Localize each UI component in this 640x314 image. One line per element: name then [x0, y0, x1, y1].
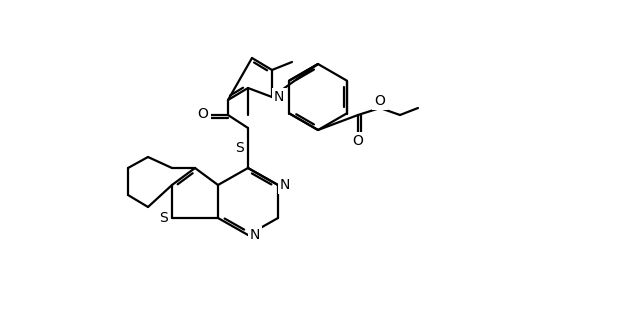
Text: N: N	[250, 228, 260, 242]
Text: S: S	[235, 141, 243, 155]
Text: O: O	[198, 107, 209, 121]
Text: O: O	[353, 134, 364, 148]
Text: O: O	[374, 94, 385, 108]
Text: S: S	[159, 211, 168, 225]
Text: N: N	[274, 90, 284, 104]
Text: N: N	[280, 178, 290, 192]
